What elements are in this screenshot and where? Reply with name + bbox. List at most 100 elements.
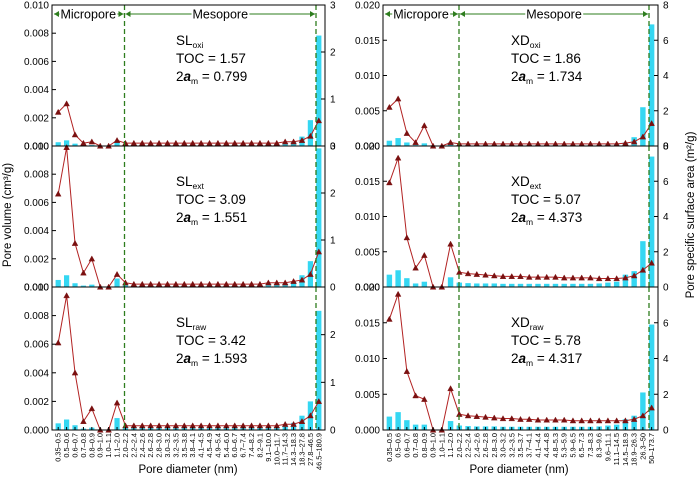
right-y-tick-label: 0 (663, 283, 669, 294)
surface-area-bar (447, 277, 454, 287)
x-tick-label: 4.1–4.4 (533, 433, 542, 458)
surface-area-bar (395, 270, 401, 287)
surface-area-bar (412, 283, 419, 287)
x-tick-label: 2.8–3.0 (490, 433, 499, 458)
surface-area-bar (500, 283, 506, 287)
surface-area-bar (72, 143, 78, 146)
pore-volume-point (307, 132, 314, 139)
pore-volume-point (543, 416, 550, 423)
right-y-tick-label: 6 (663, 36, 669, 47)
pore-volume-point (298, 418, 306, 424)
right-y-tick-label: 2 (330, 189, 336, 200)
x-tick-label: 9.6–11.1 (603, 433, 612, 461)
am-number: = 1.551 (198, 210, 247, 225)
pore-volume-point (508, 415, 515, 422)
x-tick-label: 1.1–2.0 (446, 433, 455, 458)
pore-volume-point (526, 273, 533, 280)
am-symbol: a (184, 69, 192, 84)
left-y-tick-label: 0.008 (24, 170, 49, 181)
x-tick-label: 4.5–4.9 (205, 433, 214, 458)
pore-volume-point (639, 412, 647, 419)
sample-name-subscript: oxi (530, 40, 541, 50)
toc-value: TOC = 1.86 (511, 51, 581, 66)
x-tick-label: 2.2–2.4 (464, 433, 473, 458)
x-tick-label: 0.6–0.7 (402, 433, 411, 458)
right-y-tick-label: 0 (330, 426, 336, 437)
pore-volume-point (526, 415, 533, 422)
am-number: = 4.317 (533, 351, 582, 366)
x-tick-label: 0.35–0.5 (385, 433, 394, 462)
surface-area-bar (535, 283, 541, 287)
x-tick-label: 2.6–2.8 (146, 433, 155, 458)
surface-area-bar (114, 418, 120, 430)
pore-volume-point (508, 273, 515, 279)
x-tick-label: 3.2–3.5 (171, 433, 180, 458)
surface-area-bar (552, 283, 559, 287)
surface-area-bar (55, 279, 61, 287)
pore-volume-point (491, 414, 498, 421)
x-tick-label: 2.6–2.8 (481, 433, 490, 458)
arrow-head (453, 11, 458, 17)
pore-volume-point (298, 137, 306, 143)
surface-area-bar (474, 283, 480, 287)
x-tick-label: 0.5–0.6 (394, 433, 403, 458)
sample-name: SLoxi (176, 33, 203, 50)
pore-volume-point (63, 144, 70, 150)
pore-volume-point (648, 259, 655, 266)
pore-volume-point (412, 139, 419, 145)
surface-area-bar (570, 283, 576, 287)
pore-volume-point (613, 417, 620, 424)
pore-volume-point (587, 417, 594, 424)
pore-volume-point (403, 368, 411, 374)
right-y-tick-label: 6 (663, 177, 669, 188)
pore-volume-point (595, 417, 603, 424)
pore-volume-point (290, 138, 297, 145)
surface-area-bar (648, 324, 655, 430)
left-y-tick-label: 0.005 (355, 106, 380, 117)
left-y-tick-label: 0.006 (24, 57, 49, 68)
pore-volume-point (639, 133, 647, 140)
x-tick-label: 3.5–3.7 (516, 433, 525, 458)
pore-volume-point (639, 266, 647, 273)
pore-volume-point (273, 279, 281, 286)
surface-area-bar (290, 281, 297, 287)
sample-name: XDext (511, 174, 542, 191)
left-y-tick-label: 0.004 (24, 226, 49, 237)
surface-area-bar (64, 275, 70, 287)
pore-volume-point (113, 137, 121, 143)
pore-volume-point (265, 279, 272, 286)
surface-area-bar (491, 283, 497, 287)
pore-volume-point (88, 405, 96, 412)
pore-volume-point (630, 138, 638, 145)
x-tick-label: 0.9–1.0 (96, 433, 105, 458)
x-tick-label: 18.9–26.3 (630, 433, 639, 466)
surface-area-bar (447, 421, 454, 430)
pore-volume-point (421, 251, 428, 258)
left-y-tick-label: 0.010 (355, 71, 380, 82)
pore-volume-point (307, 270, 314, 277)
pore-volume-point (281, 420, 289, 427)
am-prefix: 2 (511, 210, 519, 225)
pore-volume-point (447, 139, 454, 145)
pore-volume-point (290, 278, 297, 284)
surface-area-bar (421, 281, 428, 287)
surface-area-bar (648, 156, 655, 287)
plot-frame (51, 286, 326, 431)
surface-area-bar (316, 310, 322, 430)
toc-value: TOC = 5.78 (511, 333, 581, 348)
am-subscript: m (526, 358, 533, 368)
pore-volume-point (447, 385, 454, 392)
x-tick-label: 0.7–0.8 (411, 433, 420, 458)
pore-volume-line (389, 97, 653, 147)
right-y-tick-label: 4 (663, 354, 669, 365)
pore-volume-point (473, 413, 481, 419)
surface-area-bar (122, 285, 129, 287)
arrow-head (118, 11, 124, 17)
left-y-tick-label: 0.005 (355, 247, 380, 258)
am-value: 2am = 4.317 (511, 351, 582, 368)
pore-volume-point (386, 179, 393, 186)
pore-volume-point (298, 276, 306, 283)
pore-volume-point (499, 273, 507, 279)
pore-volume-point (552, 416, 559, 423)
